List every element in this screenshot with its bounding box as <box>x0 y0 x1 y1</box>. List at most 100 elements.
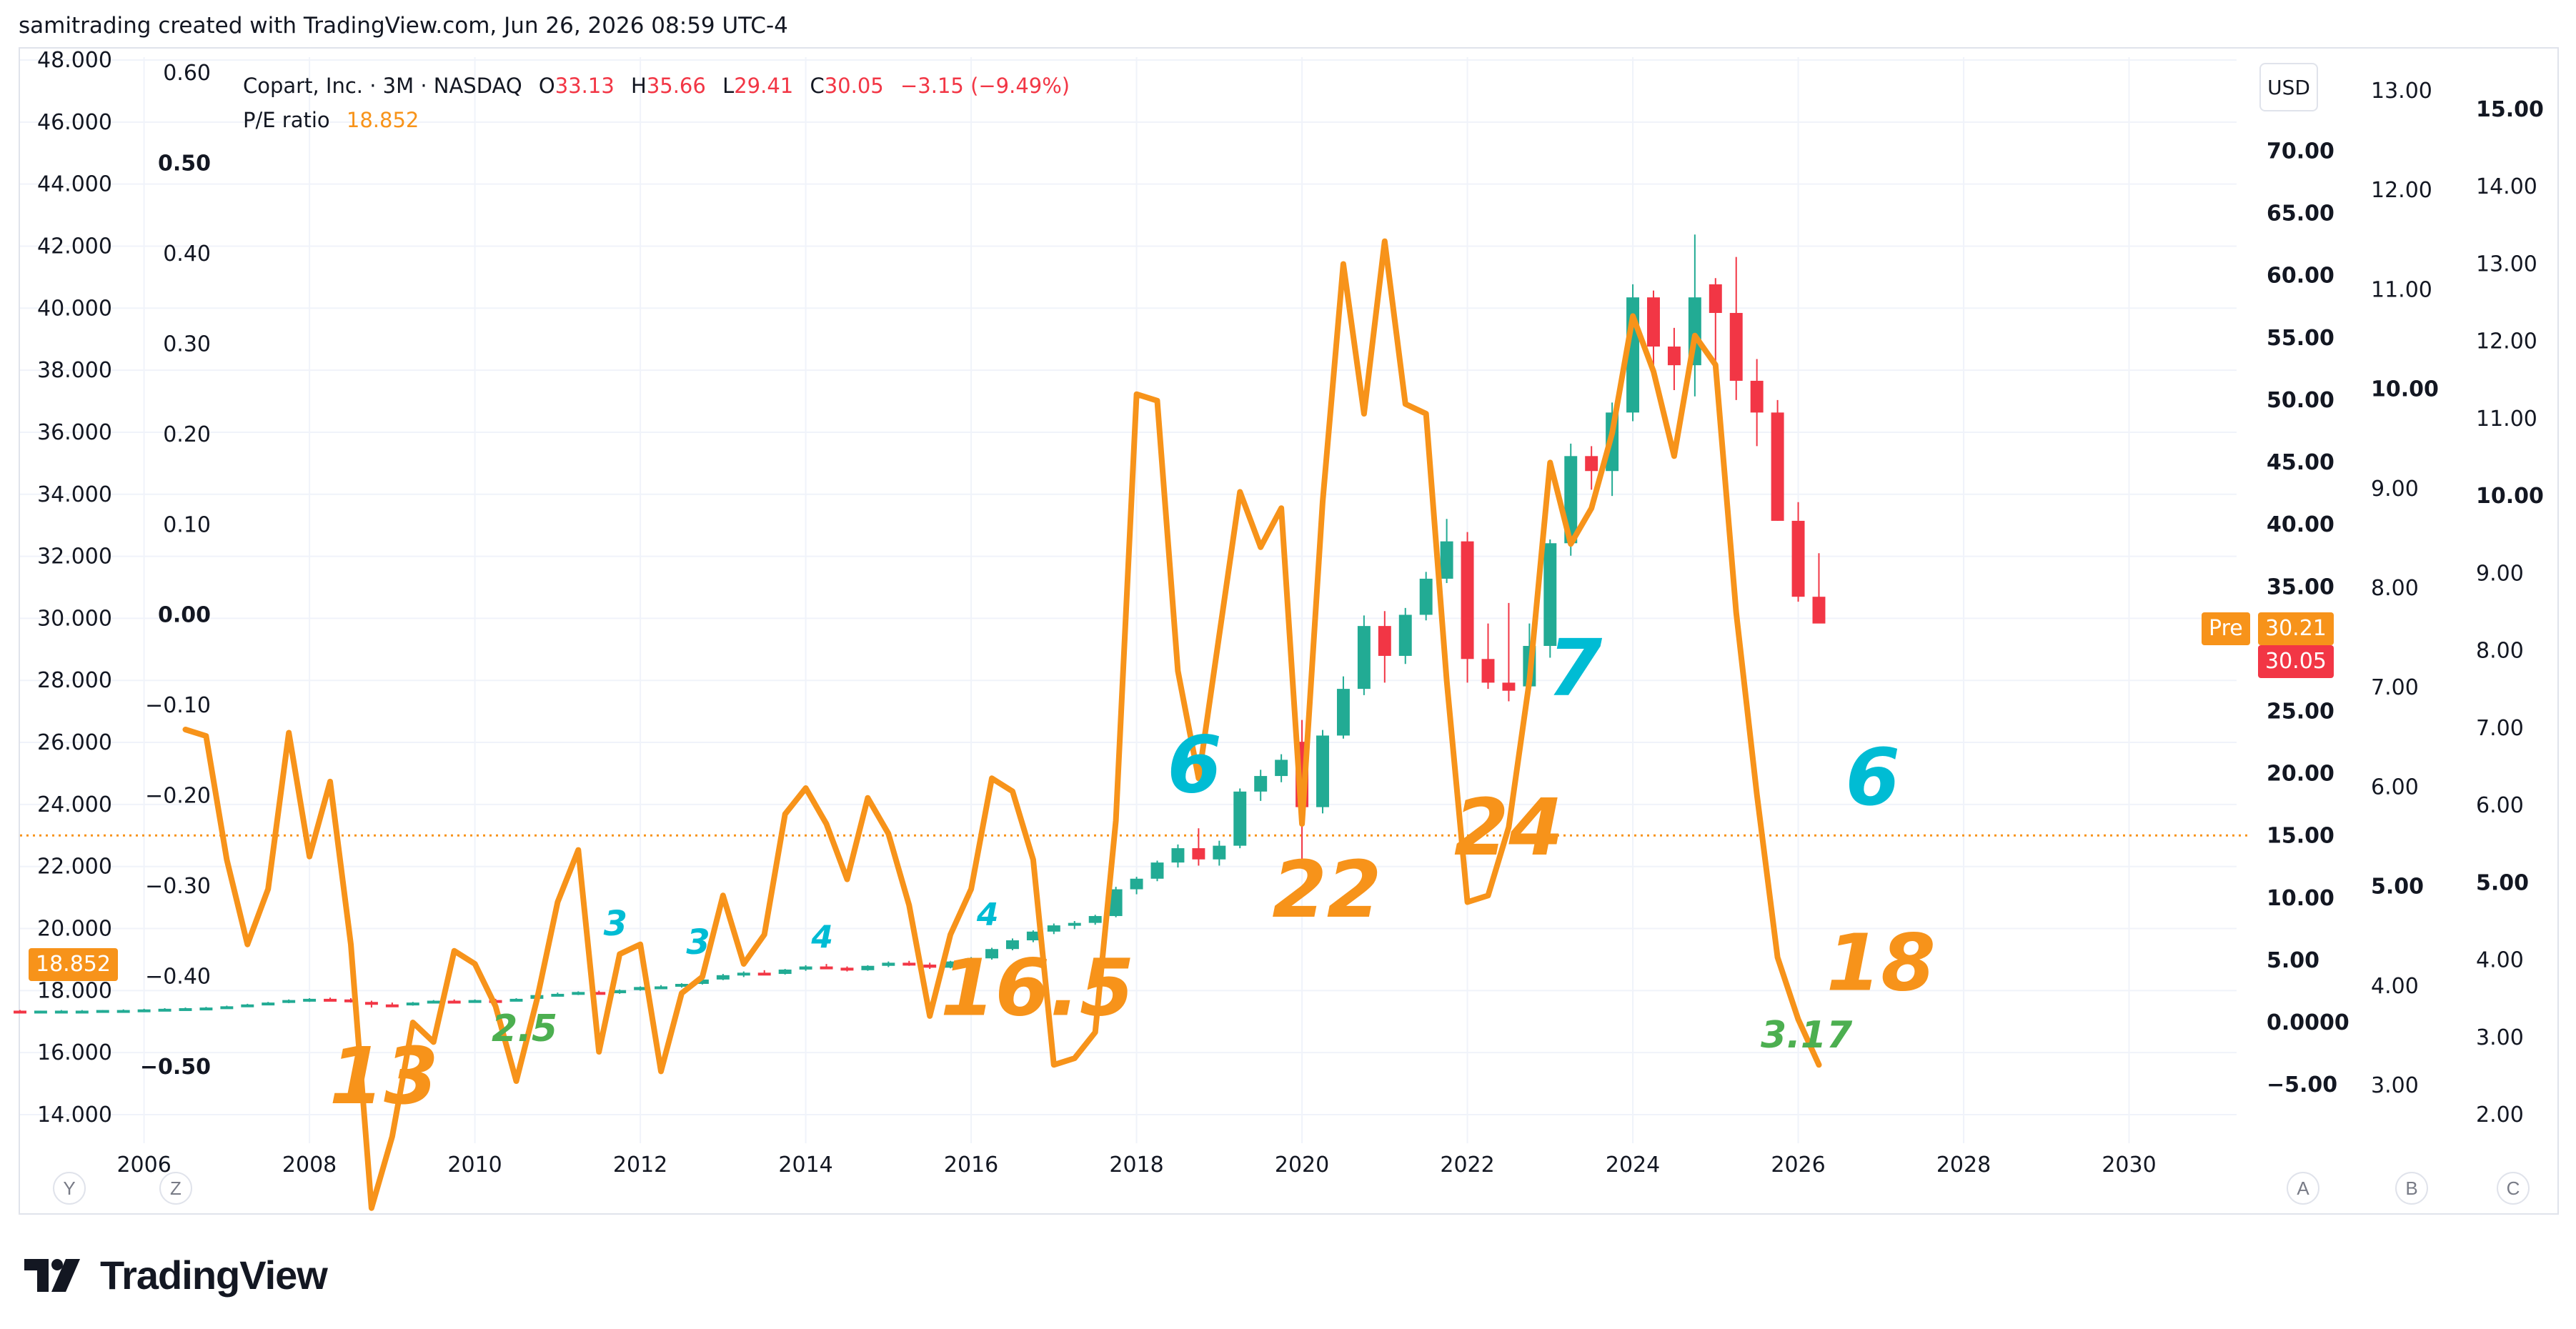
brand-name: TradingView <box>100 1253 328 1298</box>
candle-body <box>1647 297 1660 347</box>
candle-body <box>1047 925 1060 932</box>
candle-body <box>1812 597 1826 624</box>
candle-body <box>1771 412 1784 521</box>
c-axis-tick: 2.00 <box>2476 1102 2524 1128</box>
price-axis-tick: 35.00 <box>2267 574 2334 599</box>
candle-body <box>1171 848 1185 863</box>
x-tick-label: 2030 <box>2102 1153 2156 1178</box>
candle-body <box>116 1010 130 1013</box>
candle-body <box>1543 543 1557 647</box>
candle-body <box>282 1000 296 1003</box>
chart-frame <box>19 47 2559 1215</box>
candle-body <box>303 998 317 1002</box>
candle-body <box>1709 284 1722 313</box>
scale-button-a[interactable]: A <box>2287 1172 2319 1205</box>
scale-button-y[interactable]: Y <box>53 1172 86 1205</box>
tradingview-logo-icon <box>24 1258 80 1292</box>
candle-body <box>985 949 998 959</box>
candle-body <box>406 1002 419 1006</box>
annotation-label: 3.17 <box>1761 1014 1853 1057</box>
candle-body <box>1233 791 1247 846</box>
low-label: L <box>722 74 735 98</box>
open-label: O <box>538 74 555 98</box>
pe-axis-tick: 34.000 <box>37 482 112 507</box>
pe-value: 18.852 <box>346 108 419 132</box>
left2-axis-tick: 0.20 <box>163 422 211 447</box>
x-tick-label: 2020 <box>1275 1153 1329 1178</box>
candle-body <box>1481 659 1495 683</box>
c-axis-tick: 8.00 <box>2476 639 2524 664</box>
pe-axis-tick: 32.000 <box>37 544 112 569</box>
candle-body <box>14 1010 26 1014</box>
candle-body <box>509 998 523 1002</box>
pe-axis-tick: 20.000 <box>37 917 112 942</box>
candle-body <box>241 1004 254 1007</box>
tradingview-brand[interactable]: TradingView <box>24 1252 328 1298</box>
c-axis-tick: 14.00 <box>2476 174 2537 199</box>
price-axis-tick: 55.00 <box>2267 326 2334 351</box>
pe-axis-tick: 24.000 <box>37 792 112 817</box>
candle-body <box>840 967 854 971</box>
scale-button-b[interactable]: B <box>2395 1172 2428 1205</box>
candle-body <box>468 1000 482 1003</box>
left2-axis-tick: 0.40 <box>163 242 211 267</box>
scale-button-c[interactable]: C <box>2497 1172 2530 1205</box>
candle-body <box>137 1009 151 1012</box>
price-axis-tick: 70.00 <box>2267 139 2334 164</box>
pe-ratio-line <box>182 238 1822 1211</box>
x-tick-label: 2012 <box>613 1153 667 1178</box>
candle-body <box>1585 456 1598 472</box>
candle-body <box>1088 916 1102 923</box>
c-axis-tick: 4.00 <box>2476 948 2524 973</box>
candle-body <box>778 969 792 975</box>
b-axis-tick: 7.00 <box>2371 675 2419 700</box>
b-axis-tick: 5.00 <box>2371 875 2424 900</box>
currency-button[interactable]: USD <box>2259 63 2318 111</box>
candle-body <box>1378 626 1391 656</box>
candle-body <box>923 964 937 968</box>
left2-axis-tick: −0.20 <box>145 784 211 809</box>
pe-axis-tick: 40.000 <box>37 296 112 321</box>
pre-value-tag: 30.21 <box>2258 612 2334 645</box>
pe-axis-tick: 44.000 <box>37 172 112 197</box>
candle-body <box>1461 541 1474 659</box>
x-tick-label: 2014 <box>778 1153 832 1178</box>
candle-body <box>447 1000 461 1004</box>
annotation-label: 4 <box>810 919 833 955</box>
x-tick-label: 2022 <box>1440 1153 1494 1178</box>
candle-body <box>737 972 750 976</box>
pe-axis-tick: 48.000 <box>37 48 112 73</box>
b-axis-tick: 11.00 <box>2371 277 2432 302</box>
annotation-label: 4 <box>976 897 999 933</box>
candle-body <box>1026 931 1040 941</box>
change-value: −3.15 (−9.49%) <box>900 74 1070 98</box>
x-tick-label: 2006 <box>116 1153 171 1178</box>
candle-body <box>34 1010 47 1014</box>
left2-axis-tick: −0.30 <box>145 874 211 899</box>
close-label: C <box>810 74 825 98</box>
scale-button-z[interactable]: Z <box>159 1172 192 1205</box>
candle-body <box>1398 614 1412 656</box>
candle-body <box>1130 878 1143 890</box>
x-tick-label: 2024 <box>1606 1153 1660 1178</box>
annotation-label: 3 <box>604 904 627 944</box>
c-axis-tick: 3.00 <box>2476 1025 2524 1050</box>
pe-axis-tick: 36.000 <box>37 420 112 445</box>
price-axis-tick: 20.00 <box>2267 762 2334 787</box>
left2-axis-tick: −0.40 <box>145 965 211 990</box>
price-axis-tick: 50.00 <box>2267 388 2334 413</box>
x-tick-label: 2016 <box>944 1153 998 1178</box>
symbol-name[interactable]: Copart, Inc. · 3M · NASDAQ <box>243 74 522 98</box>
pe-axis-tick: 46.000 <box>37 110 112 135</box>
b-axis-tick: 8.00 <box>2371 576 2419 601</box>
c-axis-tick: 11.00 <box>2476 407 2537 432</box>
annotation-label: 18 <box>1826 917 1936 1009</box>
pe-axis-tick: 18.000 <box>37 978 112 1003</box>
left2-axis-tick: 0.60 <box>163 61 211 86</box>
pe-label[interactable]: P/E ratio <box>243 108 330 132</box>
candle-body <box>220 1006 234 1010</box>
candle-body <box>1336 689 1350 736</box>
price-axis-tick: 10.00 <box>2267 886 2334 911</box>
candle-body <box>1316 735 1329 807</box>
